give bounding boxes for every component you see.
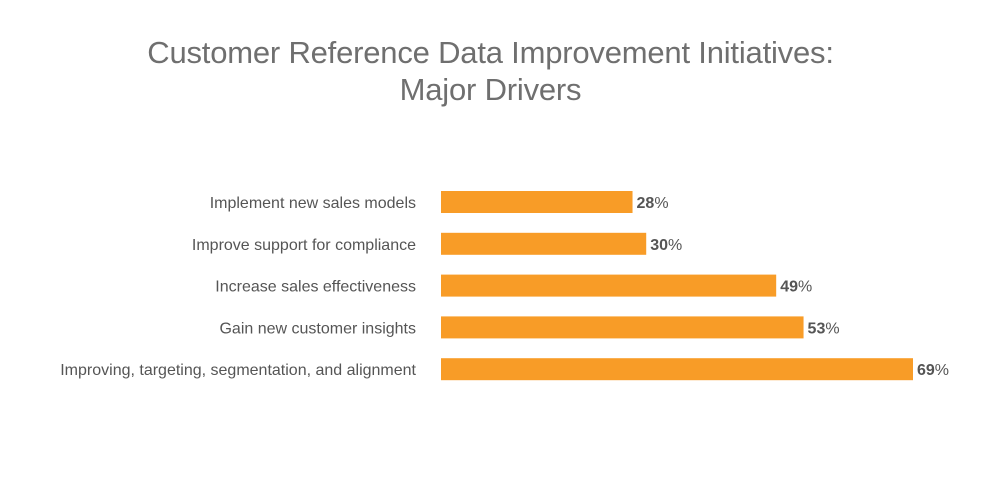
bar [441, 274, 777, 297]
category-label: Improving, targeting, segmentation, and … [60, 362, 416, 379]
chart-title: Customer Reference Data Improvement Init… [0, 34, 981, 108]
bar-row: Increase sales effectiveness 49% [215, 274, 812, 297]
chart-title-line-2: Major Drivers [399, 72, 582, 107]
chart-title-line-1: Customer Reference Data Improvement Init… [147, 35, 834, 70]
bar [441, 358, 913, 381]
bar-row: Implement new sales models 28% [210, 191, 669, 213]
value-label: 69% [917, 362, 949, 379]
category-label: Increase sales effectiveness [215, 279, 416, 296]
value-label: 53% [808, 320, 840, 337]
category-label: Gain new customer insights [219, 320, 416, 337]
bar-row: Gain new customer insights 53% [219, 316, 840, 339]
bar-row: Improve support for compliance 30% [192, 232, 682, 255]
category-label: Implement new sales models [210, 195, 416, 212]
category-label: Improve support for compliance [192, 237, 416, 254]
bar-row: Improving, targeting, segmentation, and … [60, 358, 949, 381]
bar [441, 232, 647, 255]
value-label: 49% [780, 279, 812, 296]
value-label: 28% [637, 195, 669, 212]
bar [441, 316, 804, 339]
value-label: 30% [650, 237, 682, 254]
bar [441, 191, 633, 213]
